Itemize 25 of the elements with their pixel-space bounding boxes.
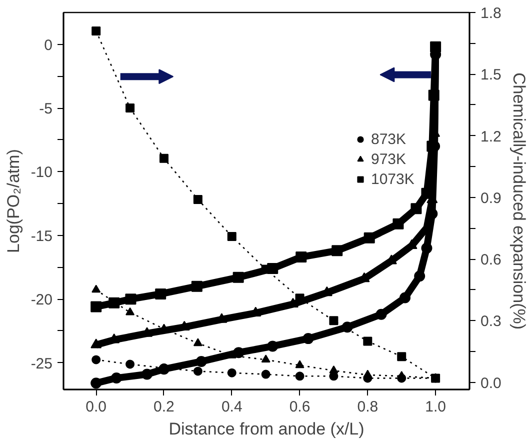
y-tick-label: -10: [30, 164, 53, 182]
y2-axis-title: Chemically-induced expansion(%): [509, 72, 528, 330]
legend-label: 973K: [371, 150, 406, 168]
y-tick-label: -15: [30, 228, 53, 245]
x-tick-label: 0.6: [289, 398, 310, 416]
y2-tick-label: 1.5: [480, 66, 502, 84]
y-tick-label: -5: [39, 100, 53, 118]
y2-tick-label: 0.3: [480, 313, 502, 330]
y-axis-title: Log(PO₂/atm): [4, 149, 23, 253]
x-tick-label: 0.8: [357, 398, 378, 416]
y2-tick-label: 0.9: [480, 190, 502, 207]
y2-tick-label: 1.8: [480, 5, 502, 22]
x-tick-label: 0.0: [86, 398, 107, 416]
y2-tick-label: 0.0: [480, 374, 502, 392]
x-tick-label: 1.0: [425, 398, 446, 416]
y-tick-label: 0: [44, 36, 52, 54]
x-tick-label: 0.4: [221, 398, 242, 416]
legend-label: 1073K: [371, 170, 414, 188]
x-axis-title: Distance from anode (x/L): [168, 420, 364, 438]
y-tick-label: -20: [30, 292, 53, 309]
y-tick-label: -25: [30, 355, 53, 372]
y2-tick-label: 1.2: [480, 128, 502, 146]
y2-tick-label: 0.6: [480, 252, 502, 269]
x-tick-label: 0.2: [154, 398, 174, 416]
legend-label: 873K: [371, 130, 406, 148]
